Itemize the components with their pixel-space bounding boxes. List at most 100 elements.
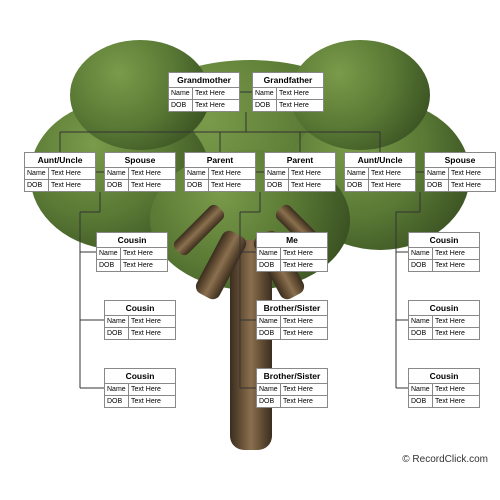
node-title: Cousin xyxy=(409,369,479,384)
node-spouse1: SpouseNameText HereDOBText Here xyxy=(104,152,176,192)
copyright: © RecordClick.com xyxy=(402,454,488,465)
node-row-dob: DOBText Here xyxy=(257,396,327,407)
field-value-dob[interactable]: Text Here xyxy=(433,260,479,271)
field-value-name[interactable]: Text Here xyxy=(433,316,479,327)
field-label-name: Name xyxy=(409,248,433,259)
node-row-dob: DOBText Here xyxy=(257,328,327,339)
node-title: Me xyxy=(257,233,327,248)
node-row-name: NameText Here xyxy=(97,248,167,260)
node-parent1: ParentNameText HereDOBText Here xyxy=(184,152,256,192)
node-title: Cousin xyxy=(409,233,479,248)
field-label-dob: DOB xyxy=(25,180,49,191)
node-row-dob: DOBText Here xyxy=(265,180,335,191)
field-label-name: Name xyxy=(409,384,433,395)
field-label-name: Name xyxy=(345,168,369,179)
field-value-name[interactable]: Text Here xyxy=(433,248,479,259)
field-label-name: Name xyxy=(97,248,121,259)
field-label-name: Name xyxy=(257,384,281,395)
field-value-dob[interactable]: Text Here xyxy=(281,328,327,339)
node-title: Cousin xyxy=(105,369,175,384)
node-title: Cousin xyxy=(105,301,175,316)
node-cousin2c: CousinNameText HereDOBText Here xyxy=(408,368,480,408)
field-value-name[interactable]: Text Here xyxy=(129,316,175,327)
node-row-dob: DOBText Here xyxy=(409,260,479,271)
field-value-dob[interactable]: Text Here xyxy=(281,260,327,271)
field-value-name[interactable]: Text Here xyxy=(129,384,175,395)
node-row-name: NameText Here xyxy=(257,316,327,328)
field-label-dob: DOB xyxy=(345,180,369,191)
node-row-dob: DOBText Here xyxy=(97,260,167,271)
field-label-dob: DOB xyxy=(105,396,129,407)
node-row-dob: DOBText Here xyxy=(345,180,415,191)
node-row-name: NameText Here xyxy=(425,168,495,180)
field-value-dob[interactable]: Text Here xyxy=(449,180,495,191)
field-value-name[interactable]: Text Here xyxy=(281,248,327,259)
node-title: Aunt/Uncle xyxy=(25,153,95,168)
field-label-name: Name xyxy=(425,168,449,179)
node-title: Spouse xyxy=(105,153,175,168)
field-label-dob: DOB xyxy=(97,260,121,271)
node-spouse2: SpouseNameText HereDOBText Here xyxy=(424,152,496,192)
node-cousin1a: CousinNameText HereDOBText Here xyxy=(96,232,168,272)
field-value-name[interactable]: Text Here xyxy=(193,88,239,99)
node-title: Brother/Sister xyxy=(257,369,327,384)
node-cousin1b: CousinNameText HereDOBText Here xyxy=(104,300,176,340)
node-row-name: NameText Here xyxy=(105,168,175,180)
field-value-name[interactable]: Text Here xyxy=(121,248,167,259)
field-label-dob: DOB xyxy=(409,396,433,407)
field-value-dob[interactable]: Text Here xyxy=(129,180,175,191)
node-title: Cousin xyxy=(97,233,167,248)
field-value-name[interactable]: Text Here xyxy=(433,384,479,395)
field-label-dob: DOB xyxy=(105,180,129,191)
field-label-name: Name xyxy=(105,316,129,327)
field-value-name[interactable]: Text Here xyxy=(289,168,335,179)
field-value-dob[interactable]: Text Here xyxy=(129,396,175,407)
field-label-name: Name xyxy=(409,316,433,327)
field-label-name: Name xyxy=(257,248,281,259)
node-grandfather: GrandfatherNameText HereDOBText Here xyxy=(252,72,324,112)
node-parent2: ParentNameText HereDOBText Here xyxy=(264,152,336,192)
field-value-dob[interactable]: Text Here xyxy=(369,180,415,191)
field-value-name[interactable]: Text Here xyxy=(49,168,95,179)
field-value-dob[interactable]: Text Here xyxy=(193,100,239,111)
field-value-name[interactable]: Text Here xyxy=(369,168,415,179)
node-aunt1: Aunt/UncleNameText HereDOBText Here xyxy=(24,152,96,192)
field-value-name[interactable]: Text Here xyxy=(281,384,327,395)
field-value-name[interactable]: Text Here xyxy=(209,168,255,179)
field-value-dob[interactable]: Text Here xyxy=(281,396,327,407)
field-value-dob[interactable]: Text Here xyxy=(129,328,175,339)
node-row-dob: DOBText Here xyxy=(257,260,327,271)
field-value-name[interactable]: Text Here xyxy=(449,168,495,179)
field-label-name: Name xyxy=(25,168,49,179)
field-value-dob[interactable]: Text Here xyxy=(433,328,479,339)
node-title: Aunt/Uncle xyxy=(345,153,415,168)
node-row-dob: DOBText Here xyxy=(425,180,495,191)
field-value-dob[interactable]: Text Here xyxy=(277,100,323,111)
field-label-dob: DOB xyxy=(185,180,209,191)
field-label-dob: DOB xyxy=(169,100,193,111)
field-value-name[interactable]: Text Here xyxy=(281,316,327,327)
field-value-dob[interactable]: Text Here xyxy=(121,260,167,271)
field-label-dob: DOB xyxy=(257,396,281,407)
field-label-name: Name xyxy=(265,168,289,179)
node-row-dob: DOBText Here xyxy=(253,100,323,111)
field-value-name[interactable]: Text Here xyxy=(277,88,323,99)
field-value-name[interactable]: Text Here xyxy=(129,168,175,179)
node-row-name: NameText Here xyxy=(185,168,255,180)
field-label-name: Name xyxy=(185,168,209,179)
field-value-dob[interactable]: Text Here xyxy=(289,180,335,191)
node-bro1: Brother/SisterNameText HereDOBText Here xyxy=(256,300,328,340)
field-label-name: Name xyxy=(169,88,193,99)
node-title: Parent xyxy=(265,153,335,168)
node-row-name: NameText Here xyxy=(105,316,175,328)
field-label-dob: DOB xyxy=(265,180,289,191)
field-value-dob[interactable]: Text Here xyxy=(49,180,95,191)
node-title: Grandmother xyxy=(169,73,239,88)
field-label-name: Name xyxy=(253,88,277,99)
field-value-dob[interactable]: Text Here xyxy=(433,396,479,407)
node-cousin1c: CousinNameText HereDOBText Here xyxy=(104,368,176,408)
field-value-dob[interactable]: Text Here xyxy=(209,180,255,191)
node-title: Brother/Sister xyxy=(257,301,327,316)
node-row-name: NameText Here xyxy=(257,248,327,260)
node-row-name: NameText Here xyxy=(25,168,95,180)
